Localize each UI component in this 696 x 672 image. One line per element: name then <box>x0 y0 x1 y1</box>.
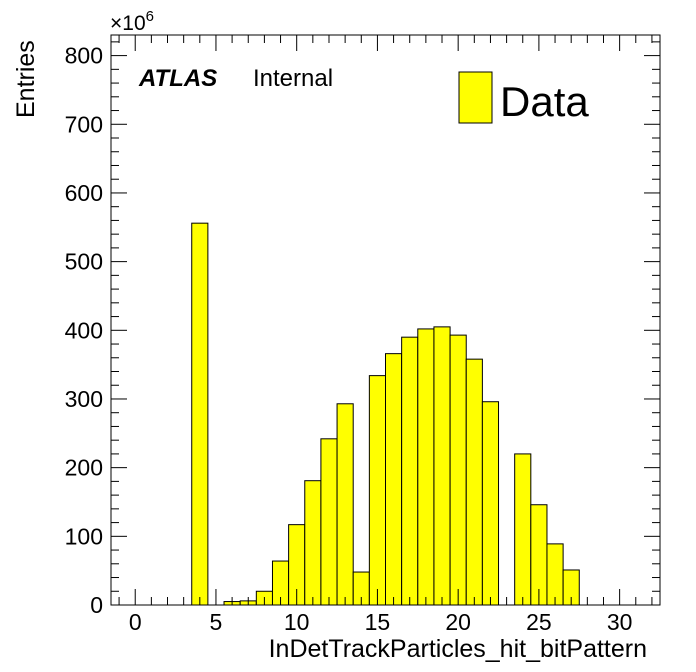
histogram-bar <box>336 403 354 606</box>
axis-ticks <box>111 35 660 606</box>
x-tick-labels: 0 5 10 15 20 25 30 <box>129 609 633 635</box>
x-tick-label: 20 <box>445 609 471 635</box>
internal-label: Internal <box>253 65 333 92</box>
x-tick-label: 30 <box>607 609 633 635</box>
y-axis-title: Entries <box>12 40 40 118</box>
histogram-bar <box>514 453 532 606</box>
histogram-bar <box>481 401 500 606</box>
legend-swatch <box>458 71 493 124</box>
histogram-bar <box>401 336 419 606</box>
histogram-bar <box>417 328 435 606</box>
y-tick-label: 100 <box>65 523 103 549</box>
y-axis-multiplier-base: ×10 <box>110 12 146 35</box>
histogram-bar <box>433 326 451 606</box>
histogram-bar <box>191 222 209 606</box>
y-tick-label: 700 <box>65 111 103 137</box>
y-tick-label: 300 <box>65 386 103 412</box>
y-tick-label: 600 <box>65 180 103 206</box>
y-tick-label: 800 <box>65 43 103 69</box>
histogram-bar <box>368 375 386 606</box>
x-tick-label: 0 <box>129 609 142 635</box>
histogram-bar <box>546 543 564 606</box>
histogram-bar <box>304 480 322 606</box>
histogram-bar <box>320 438 338 606</box>
legend-label: Data <box>500 78 589 125</box>
y-tick-labels: 0 100 200 300 400 500 600 700 800 <box>65 43 103 618</box>
histogram-bar <box>449 334 467 606</box>
histogram-bars <box>191 222 580 606</box>
x-tick-label: 25 <box>526 609 552 635</box>
histogram-bar <box>465 358 483 606</box>
x-tick-label: 15 <box>365 609 391 635</box>
atlas-label: ATLAS <box>138 65 217 92</box>
y-tick-label: 0 <box>90 592 103 618</box>
y-tick-label: 500 <box>65 249 103 275</box>
histogram-bar <box>385 353 403 606</box>
x-axis-title: InDetTrackParticles_hit_bitPattern <box>269 635 647 663</box>
x-tick-label: 5 <box>210 609 223 635</box>
y-axis-multiplier: ×106 <box>110 8 154 35</box>
y-axis-multiplier-exponent: 6 <box>146 8 154 25</box>
y-tick-label: 200 <box>65 455 103 481</box>
y-tick-label: 400 <box>65 317 103 343</box>
x-tick-label: 10 <box>284 609 310 635</box>
